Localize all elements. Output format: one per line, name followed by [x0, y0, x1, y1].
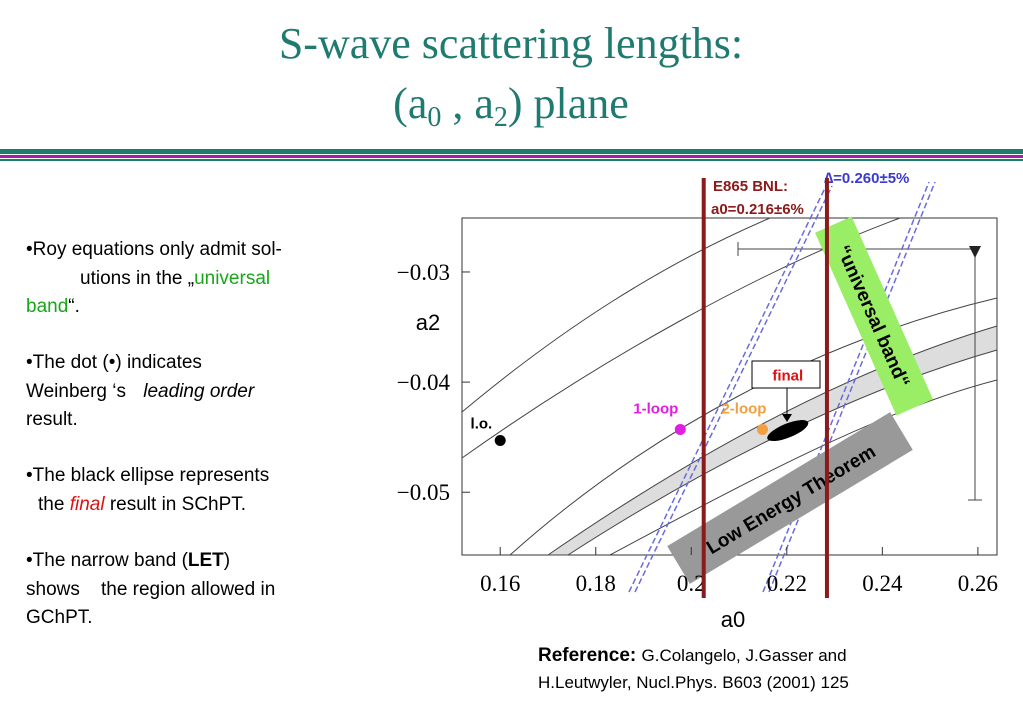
bullet-line: result.	[26, 409, 78, 430]
bullet-line: •The dot (•) indicates	[26, 352, 202, 373]
text: utions in the „	[80, 268, 194, 289]
text: GChPT.	[26, 607, 93, 628]
title-sub: 2	[494, 102, 508, 133]
x-axis-label: a0	[721, 607, 745, 632]
x-tick-label: 0.22	[767, 571, 807, 596]
final-ellipse	[767, 420, 809, 442]
point	[756, 423, 768, 435]
reference-line: H.Leutwyler, Nucl.Phys. B603 (2001) 125	[538, 673, 849, 692]
label-box	[667, 412, 913, 584]
point-label: l.o.	[471, 415, 493, 432]
dashed-line	[762, 181, 930, 593]
title-line1: S-wave scattering lengths:	[279, 19, 743, 68]
bullet-line: •Roy equations only admit sol-	[26, 239, 282, 260]
title-line2: (a0 , a2) plane	[393, 79, 629, 133]
text: band	[26, 296, 68, 317]
text: G.Colangelo, J.Gasser and	[642, 646, 847, 665]
bullet-line: the final result in SChPT.	[38, 494, 246, 515]
x-tick-label: 0.26	[958, 571, 998, 596]
e865-label: a0=0.216±6%	[711, 201, 804, 218]
text: universal	[194, 268, 270, 289]
band-curve	[609, 379, 998, 556]
text: LET	[188, 550, 224, 571]
point-label: 1-loop	[633, 400, 678, 417]
bullet-line: GChPT.	[26, 607, 93, 628]
x-tick-label: 0.2	[677, 571, 706, 596]
rule	[0, 159, 1023, 161]
bullet-line: •The narrow band (LET)	[26, 550, 230, 571]
text: •Roy equations only admit sol-	[26, 239, 282, 260]
y-tick-label: −0.05	[397, 480, 450, 505]
dashed-line	[768, 181, 936, 593]
point	[674, 423, 686, 435]
title-part: ) plane	[508, 79, 629, 128]
text: Weinberg ‘s	[26, 381, 131, 402]
text: the	[38, 494, 70, 515]
dashed-line	[628, 185, 827, 593]
text: Reference:	[538, 645, 636, 666]
x-tick-label: 0.24	[862, 571, 903, 596]
band-curve	[461, 217, 771, 413]
band-curve	[509, 297, 998, 556]
rule	[0, 155, 1023, 158]
y-axis-label: a2	[416, 310, 440, 335]
bullet-line: band“.	[26, 296, 80, 317]
plot: “universal band“ Low Energy Theorem E865…	[416, 170, 998, 632]
final-box	[751, 360, 821, 389]
y-tick-label: −0.03	[397, 260, 450, 285]
label-box	[815, 216, 933, 416]
marker	[969, 246, 981, 258]
text: final	[70, 494, 106, 515]
text: )	[224, 550, 230, 571]
point	[494, 434, 506, 446]
point-label: 2-loop	[721, 400, 766, 417]
e865-label: E865 BNL:	[713, 178, 788, 195]
title-part: , a	[441, 79, 494, 128]
text: •The narrow band (	[26, 550, 189, 571]
text: •The dot (•) indicates	[26, 352, 202, 373]
bullet-line: •The black ellipse represents	[26, 465, 269, 486]
title-part: (a	[393, 79, 427, 128]
bullet-line: utions in the „universal	[80, 268, 270, 289]
text: •The black ellipse represents	[26, 465, 269, 486]
title-sub: 0	[427, 102, 441, 133]
text: result in SChPT.	[105, 494, 247, 515]
delta-label: ∆=0.260±5%	[824, 170, 909, 187]
bullet-line: Weinberg ‘s leading order	[26, 381, 255, 402]
text: result.	[26, 409, 78, 430]
dashed-line	[634, 185, 833, 593]
x-tick-label: 0.18	[576, 571, 616, 596]
text: shows the region allowed in	[26, 579, 275, 600]
text: leading order	[143, 381, 255, 402]
point-label: final	[772, 368, 803, 385]
x-tick-label: 0.16	[480, 571, 520, 596]
y-tick-label: −0.04	[397, 370, 451, 395]
bullet-line: shows the region allowed in	[26, 579, 275, 600]
text: “.	[68, 296, 80, 317]
reference-line: Reference: G.Colangelo, J.Gasser and	[538, 645, 847, 666]
arrow-head	[782, 414, 792, 422]
rule	[0, 149, 1023, 154]
delta-lines	[628, 181, 936, 593]
